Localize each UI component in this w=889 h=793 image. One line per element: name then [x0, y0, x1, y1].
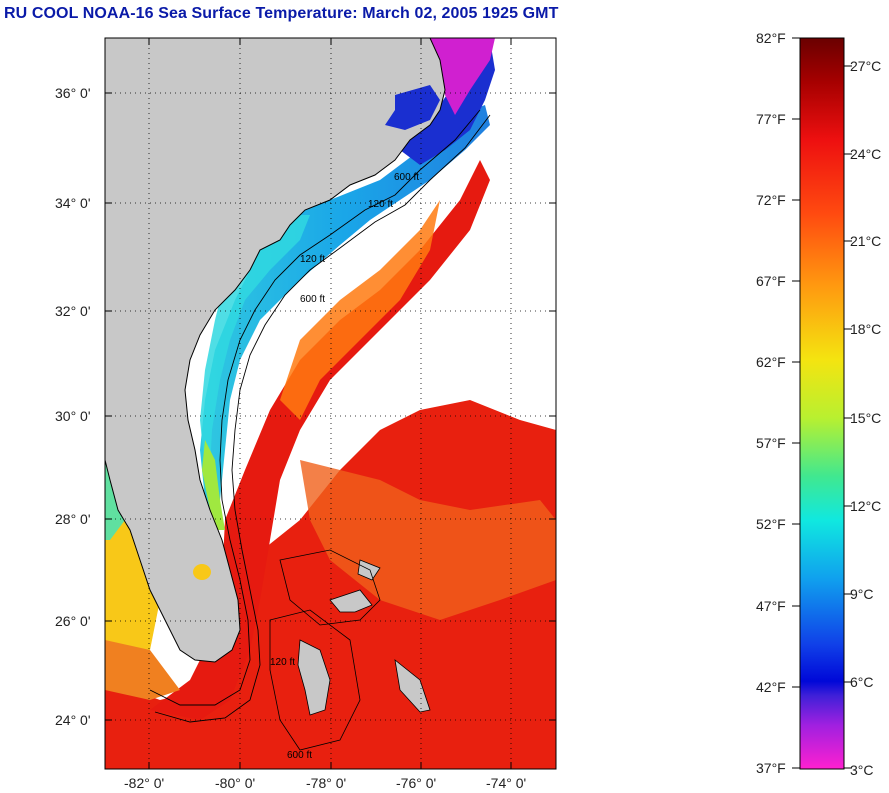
pamlico-sound: [385, 85, 440, 130]
us-landmass: [105, 38, 446, 663]
axis-ticks: [105, 38, 556, 769]
isobath-label: 600 ft: [394, 172, 419, 183]
colorbar-f-label: 67°F: [756, 273, 786, 289]
isobath-label: 600 ft: [300, 294, 325, 305]
bahamas-island: [297, 639, 331, 716]
gulf-stream-core: [150, 160, 490, 720]
colorbar-f-label: 62°F: [756, 354, 786, 370]
colorbar-c-label: 15°C: [850, 410, 882, 426]
colorbar-f-label: 72°F: [756, 192, 786, 208]
colorbar-f-label: 82°F: [756, 30, 786, 46]
shelf-green-nearshore: [202, 440, 225, 530]
bahamas-bank: [279, 549, 381, 626]
isobath-120ft: [149, 109, 481, 706]
bahamas-bank: [269, 609, 361, 751]
lat-label: 34° 0': [55, 195, 91, 211]
bahamas-island: [357, 559, 381, 581]
shelf-cold-water: [200, 105, 490, 520]
isobath-label: 600 ft: [287, 750, 312, 761]
colorbar-f-label: 37°F: [756, 760, 786, 776]
warm-orange-band: [280, 200, 440, 420]
lon-label: -74° 0': [486, 775, 527, 791]
isobath-label: 120 ft: [270, 657, 295, 668]
lon-label: -80° 0': [215, 775, 256, 791]
colorbar-f-label: 57°F: [756, 435, 786, 451]
colorbar-c-label: 27°C: [850, 58, 882, 74]
lat-label: 26° 0': [55, 613, 91, 629]
colorbar-ticks: [792, 37, 852, 769]
lat-label: 36° 0': [55, 85, 91, 101]
warm-patch: [300, 460, 556, 620]
colorbar-c-label: 21°C: [850, 233, 882, 249]
north-coldest-water: [430, 38, 495, 115]
lon-label: -78° 0': [306, 775, 347, 791]
lat-grid: [105, 92, 556, 721]
colorbar-f-label: 77°F: [756, 111, 786, 127]
lat-label: 28° 0': [55, 511, 91, 527]
colorbar-c-label: 24°C: [850, 146, 882, 162]
colorbar-c-label: 18°C: [850, 321, 882, 337]
gulf-of-mexico-orange: [105, 640, 180, 700]
colorbar-f-label: 47°F: [756, 598, 786, 614]
colorbar: [799, 37, 845, 770]
isobath-label: 120 ft: [300, 254, 325, 265]
page-title: RU COOL NOAA-16 Sea Surface Temperature:…: [4, 5, 559, 22]
lon-label: -76° 0': [396, 775, 437, 791]
lat-label: 30° 0': [55, 408, 91, 424]
isobath-600ft: [154, 114, 491, 723]
bahamas-island: [329, 589, 373, 613]
colorbar-f-label: 52°F: [756, 516, 786, 532]
colorbar-c-label: 9°C: [850, 586, 874, 602]
colorbar-c-label: 6°C: [850, 674, 874, 690]
lat-label: 24° 0': [55, 712, 91, 728]
lake-okeechobee: [193, 564, 211, 580]
lon-grid: [148, 38, 512, 769]
colorbar-c-label: 12°C: [850, 498, 882, 514]
colorbar-f-label: 42°F: [756, 679, 786, 695]
colorbar-c-label: 3°C: [850, 762, 874, 778]
lat-label: 32° 0': [55, 303, 91, 319]
isobath-label: 120 ft: [368, 199, 393, 210]
lon-label: -82° 0': [124, 775, 165, 791]
